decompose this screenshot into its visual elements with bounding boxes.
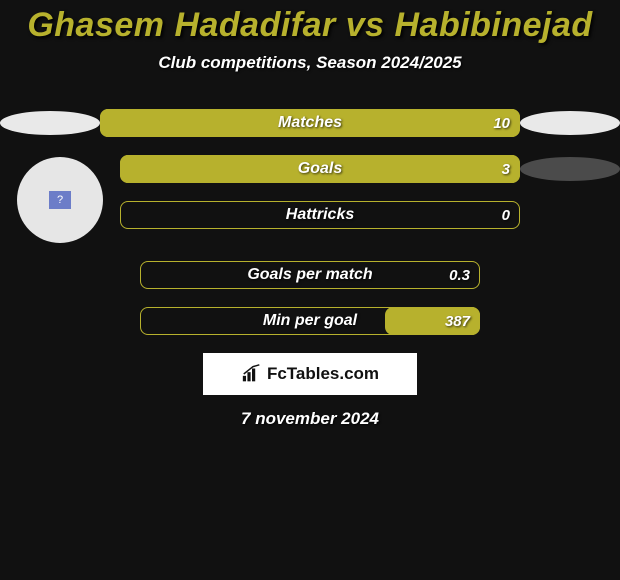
stat-value: 10 xyxy=(493,115,510,132)
stat-bar-matches: Matches 10 xyxy=(100,109,520,137)
stat-label: Matches xyxy=(278,114,342,132)
stat-label: Min per goal xyxy=(263,312,357,330)
stat-label: Goals xyxy=(298,160,342,178)
middle-block: ? Goals 3 Hattricks 0 xyxy=(0,155,620,243)
player2-ellipse-2 xyxy=(520,157,620,181)
player1-avatar: ? xyxy=(17,157,103,243)
stat-row: Matches 10 xyxy=(0,109,620,137)
middle-bars: Goals 3 Hattricks 0 xyxy=(120,155,620,243)
stat-row: Hattricks 0 xyxy=(120,201,620,229)
stat-value: 3 xyxy=(502,161,510,178)
right-side xyxy=(520,111,620,135)
stat-bar-gpm: Goals per match 0.3 xyxy=(140,261,480,289)
player1-photo-area: ? xyxy=(0,155,120,243)
page-title: Ghasem Hadadifar vs Habibinejad xyxy=(0,6,620,45)
chart-icon xyxy=(241,364,263,384)
placeholder-icon: ? xyxy=(49,191,71,209)
stat-row: Goals 3 xyxy=(120,155,620,183)
stat-row: Goals per match 0.3 xyxy=(0,261,620,289)
date-text: 7 november 2024 xyxy=(0,409,620,429)
stat-label: Goals per match xyxy=(247,266,372,284)
player2-ellipse xyxy=(520,111,620,135)
comparison-card: Ghasem Hadadifar vs Habibinejad Club com… xyxy=(0,0,620,429)
stat-bar-hattricks: Hattricks 0 xyxy=(120,201,520,229)
stat-value: 0.3 xyxy=(449,267,470,284)
stat-bar-mpg: Min per goal 387 xyxy=(140,307,480,335)
left-side xyxy=(0,111,100,135)
brand-text: FcTables.com xyxy=(267,364,379,384)
subtitle: Club competitions, Season 2024/2025 xyxy=(0,53,620,73)
stat-value: 387 xyxy=(445,313,470,330)
stat-bar-goals: Goals 3 xyxy=(120,155,520,183)
right-side xyxy=(520,157,620,181)
stat-label: Hattricks xyxy=(286,206,354,224)
stat-value: 0 xyxy=(502,207,510,224)
player1-ellipse xyxy=(0,111,100,135)
stat-row: Min per goal 387 xyxy=(0,307,620,335)
brand-box: FcTables.com xyxy=(203,353,417,395)
